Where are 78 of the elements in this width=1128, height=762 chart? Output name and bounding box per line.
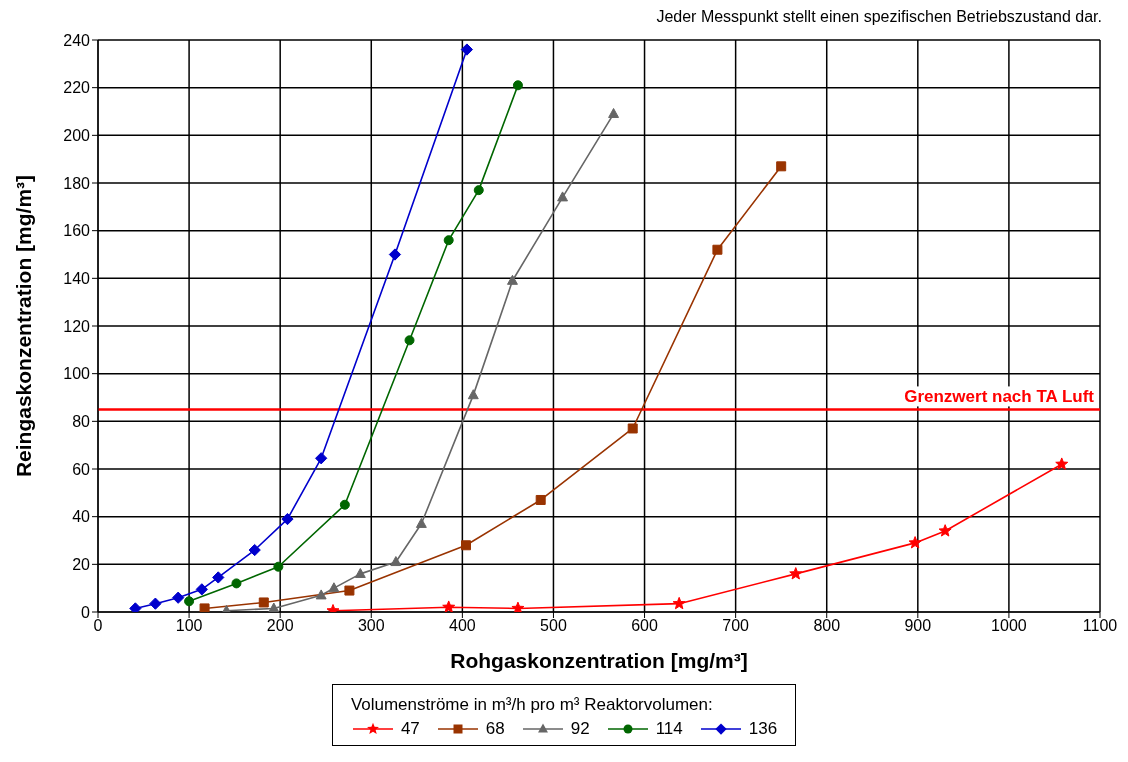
point xyxy=(608,107,620,118)
y-tick-label: 180 xyxy=(63,174,91,192)
point xyxy=(461,540,472,551)
point xyxy=(460,43,474,56)
point xyxy=(415,517,427,528)
y-tick-label: 200 xyxy=(63,127,91,145)
point xyxy=(467,389,479,400)
point xyxy=(511,601,525,612)
y-tick-label: 120 xyxy=(63,317,91,335)
point xyxy=(507,274,518,285)
point xyxy=(199,603,210,612)
y-tick-label: 100 xyxy=(63,365,91,383)
point xyxy=(328,582,340,593)
y-tick-label: 40 xyxy=(72,508,91,526)
x-tick-label: 700 xyxy=(722,617,750,635)
point xyxy=(776,161,787,172)
x-axis-title: Rohgaskonzentration [mg/m³] xyxy=(450,649,748,672)
y-tick-label: 240 xyxy=(63,31,91,49)
point xyxy=(443,235,454,246)
point xyxy=(273,561,284,572)
point xyxy=(672,596,686,610)
point xyxy=(354,567,366,578)
point xyxy=(248,543,261,557)
y-tick-label: 60 xyxy=(72,460,91,478)
x-tick-label: 400 xyxy=(449,617,476,635)
text: Jeder Messpunkt stellt einen spezifischen Betriebszustand dar. xyxy=(655,8,1103,27)
point xyxy=(908,536,922,549)
legend-label: 114 xyxy=(655,719,683,739)
y-tick-label: 160 xyxy=(63,222,91,240)
x-tick-label: 900 xyxy=(904,617,932,635)
x-tick-label: 200 xyxy=(266,617,294,635)
point xyxy=(231,578,242,589)
legend-label: 68 xyxy=(485,719,505,739)
y-tick-label: 0 xyxy=(81,603,91,621)
x-tick-label: 300 xyxy=(357,617,385,635)
point xyxy=(404,335,415,346)
legend-label: 47 xyxy=(400,719,420,739)
point xyxy=(344,585,355,596)
x-tick-label: 1100 xyxy=(1082,617,1118,635)
y-tick-label: 140 xyxy=(63,270,91,288)
point xyxy=(195,583,208,596)
y-tick-label: 80 xyxy=(72,413,91,431)
point xyxy=(315,452,328,465)
point xyxy=(473,185,484,196)
x-tick-label: 100 xyxy=(175,617,203,635)
point xyxy=(390,556,402,567)
point xyxy=(212,571,225,584)
x-tick-label: 800 xyxy=(813,617,841,635)
y-axis-title: Reingaskonzentration [mg/m³] xyxy=(12,174,36,478)
point xyxy=(512,80,523,91)
point xyxy=(315,589,327,600)
ref-line-label: Grenzwert nach TA Luft xyxy=(904,387,1095,407)
point xyxy=(184,596,195,607)
x-tick-label: 1000 xyxy=(991,617,1027,635)
y-tick-label: 20 xyxy=(72,556,91,574)
point xyxy=(712,244,723,255)
point xyxy=(789,567,803,580)
point xyxy=(268,602,280,612)
x-tick-label: 0 xyxy=(93,617,103,635)
point xyxy=(149,597,162,610)
x-tick-label: 500 xyxy=(540,617,567,635)
point xyxy=(535,494,546,505)
point xyxy=(1055,457,1069,470)
point xyxy=(281,512,294,526)
point xyxy=(129,602,142,612)
point xyxy=(442,600,456,612)
point xyxy=(938,524,952,537)
point xyxy=(258,597,269,608)
point xyxy=(557,191,569,202)
legend-title: Volumenströme in m³/h pro m³ Reaktorvolumen: xyxy=(350,695,714,715)
point xyxy=(627,423,638,434)
point xyxy=(388,248,402,261)
point xyxy=(172,591,185,604)
legend-label: 92 xyxy=(570,719,590,739)
x-tick-label: 600 xyxy=(631,617,658,635)
legend-label: 136 xyxy=(748,719,778,739)
y-tick-label: 220 xyxy=(63,79,91,97)
point xyxy=(339,499,350,510)
